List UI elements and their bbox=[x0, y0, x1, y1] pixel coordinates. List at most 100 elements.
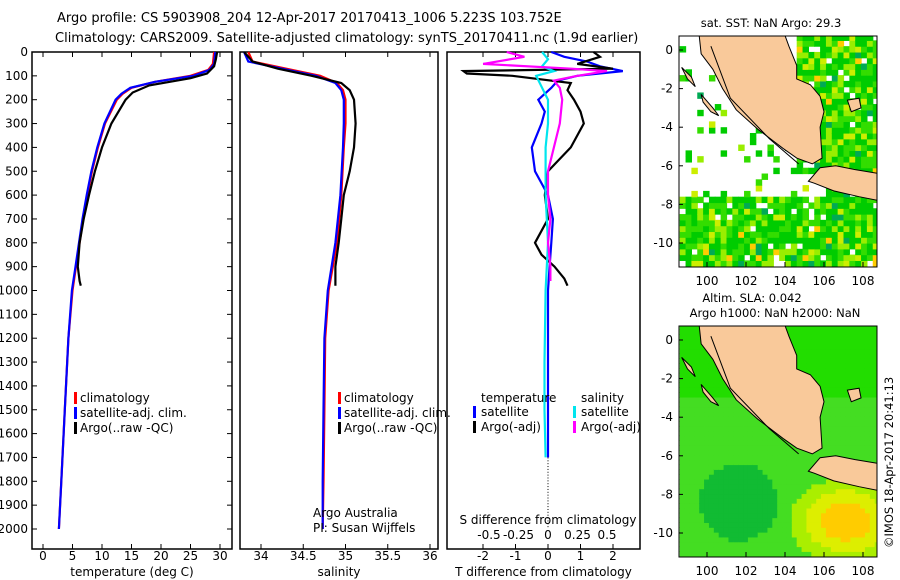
map-cell bbox=[806, 474, 812, 480]
map-cell bbox=[755, 185, 763, 192]
map-cell bbox=[720, 225, 728, 233]
map-cell bbox=[861, 132, 868, 140]
map-cell bbox=[855, 69, 862, 76]
map-cell bbox=[843, 138, 850, 146]
map-cell bbox=[806, 459, 812, 466]
map-cell bbox=[860, 488, 866, 495]
map-cell bbox=[704, 416, 710, 422]
map-cell bbox=[825, 425, 832, 432]
map-cell bbox=[845, 488, 851, 495]
map-cell bbox=[831, 254, 839, 261]
zero-line-dot bbox=[547, 480, 549, 482]
map-cell bbox=[855, 445, 861, 451]
map-cell bbox=[855, 421, 861, 427]
map-cell bbox=[825, 488, 832, 495]
map-cell bbox=[869, 445, 876, 451]
map-cell bbox=[806, 551, 812, 557]
map-cell bbox=[825, 493, 832, 499]
map-cell bbox=[811, 353, 817, 359]
map-cell bbox=[814, 243, 821, 250]
map-cell bbox=[861, 208, 868, 215]
map-cell bbox=[801, 498, 808, 504]
map-cell bbox=[684, 329, 691, 335]
map-cell bbox=[728, 493, 734, 499]
map-cell bbox=[720, 190, 728, 198]
map-cell bbox=[685, 243, 692, 250]
map-cell bbox=[879, 162, 885, 168]
map-cell bbox=[806, 488, 812, 495]
map-cell bbox=[872, 138, 877, 146]
map-cell bbox=[801, 488, 808, 495]
map-cell bbox=[791, 469, 798, 475]
map-cell bbox=[694, 435, 700, 441]
map-cell bbox=[684, 392, 691, 398]
map-cell bbox=[704, 503, 710, 509]
map-cell bbox=[786, 536, 793, 543]
map-cell bbox=[820, 237, 827, 244]
map-cell bbox=[801, 353, 808, 359]
map-cell bbox=[855, 382, 861, 388]
map-cell bbox=[796, 237, 804, 244]
map-cell bbox=[791, 532, 798, 538]
map-cell bbox=[811, 343, 817, 350]
map-cell bbox=[694, 483, 700, 490]
map-cell bbox=[855, 532, 861, 538]
lat-tick-label: -8 bbox=[661, 197, 673, 211]
map-cell bbox=[814, 63, 821, 70]
map-cell bbox=[825, 190, 833, 198]
map-cell bbox=[733, 435, 739, 441]
map-cell bbox=[728, 517, 734, 523]
map-cell bbox=[864, 425, 871, 432]
map-cell bbox=[802, 243, 809, 250]
map-cell bbox=[684, 387, 691, 393]
map-cell bbox=[820, 219, 827, 227]
map-cell bbox=[850, 326, 856, 330]
map-cell bbox=[744, 243, 751, 250]
land-mass bbox=[681, 67, 696, 88]
map-cell bbox=[726, 225, 733, 233]
map-cell bbox=[796, 334, 803, 340]
map-cell bbox=[718, 435, 725, 441]
map-cell bbox=[837, 248, 845, 256]
map-cell bbox=[855, 541, 861, 548]
map-cell bbox=[816, 339, 822, 345]
map-cell bbox=[837, 86, 845, 94]
map-cell bbox=[685, 225, 692, 233]
map-cell bbox=[738, 488, 744, 495]
map-cell bbox=[874, 435, 877, 441]
map-cell bbox=[796, 469, 803, 475]
map-cell bbox=[726, 248, 733, 256]
map-cell bbox=[723, 430, 730, 437]
map-cell bbox=[726, 260, 733, 267]
map-cell bbox=[855, 411, 861, 417]
map-cell bbox=[713, 493, 720, 499]
map-cell bbox=[782, 512, 788, 519]
map-cell bbox=[879, 58, 885, 64]
map-cell bbox=[831, 196, 839, 204]
map-cell bbox=[679, 75, 687, 82]
map-cell bbox=[850, 488, 856, 495]
map-cell bbox=[849, 69, 856, 76]
land-mass bbox=[807, 165, 877, 201]
map-cell bbox=[743, 527, 749, 533]
map-cell bbox=[691, 167, 698, 175]
map-cell bbox=[816, 483, 822, 490]
map-cell bbox=[791, 464, 798, 470]
map-cell bbox=[825, 156, 833, 163]
map-cell bbox=[825, 46, 833, 53]
map-cell bbox=[767, 464, 773, 470]
map-cell bbox=[860, 382, 866, 388]
map-cell bbox=[777, 493, 783, 499]
map-cell bbox=[814, 214, 821, 221]
lat-tick-label: -6 bbox=[661, 449, 673, 463]
map-cell bbox=[761, 219, 769, 227]
map-cell bbox=[726, 231, 733, 238]
lon-tick-label: 102 bbox=[735, 274, 758, 288]
map-cell bbox=[757, 527, 764, 533]
map-cell bbox=[835, 343, 842, 350]
map-cell bbox=[825, 144, 833, 151]
map-cell bbox=[855, 536, 861, 543]
map-cell bbox=[821, 483, 827, 490]
map-cell bbox=[860, 411, 866, 417]
map-cell bbox=[791, 493, 798, 499]
